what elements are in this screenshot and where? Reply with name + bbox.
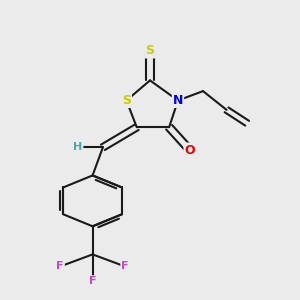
Text: O: O [184, 143, 195, 157]
Text: F: F [121, 261, 129, 272]
Text: H: H [73, 142, 83, 152]
Text: N: N [173, 94, 183, 107]
Text: S: S [146, 44, 154, 58]
Text: F: F [89, 276, 96, 286]
Text: F: F [56, 261, 64, 272]
Text: S: S [122, 94, 131, 107]
